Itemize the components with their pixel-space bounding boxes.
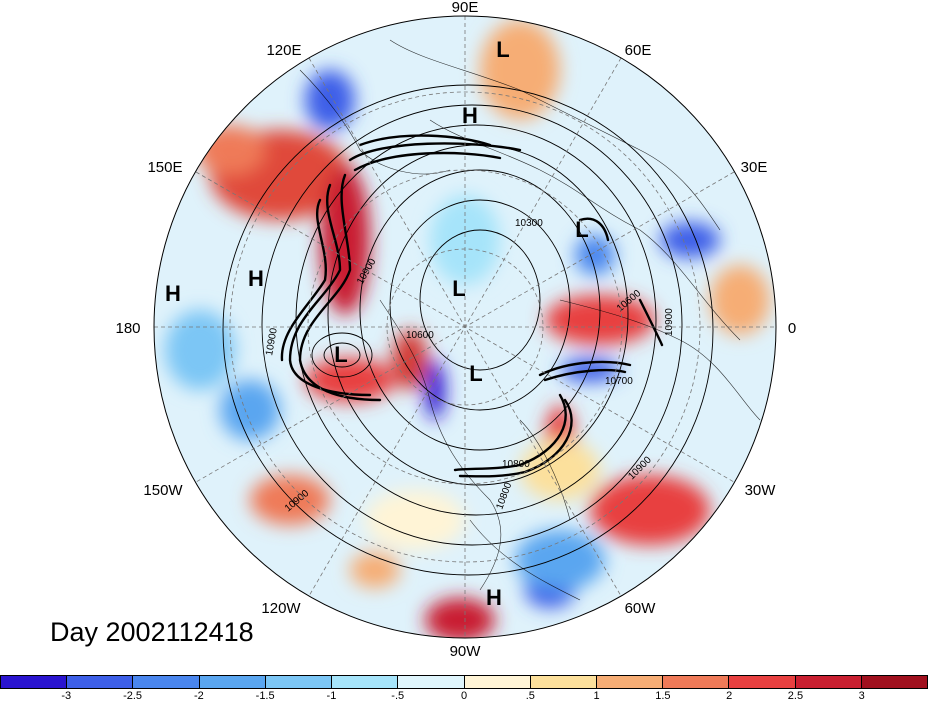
- high-center: H: [248, 266, 264, 291]
- colorbar-segment: [265, 676, 333, 688]
- high-center: H: [486, 585, 502, 610]
- height-contours: [222, 84, 714, 576]
- contour-label: 10600: [406, 330, 434, 341]
- colorbar-segment: [596, 676, 664, 688]
- colorbar-segment: [663, 676, 730, 688]
- colorbar: [0, 675, 928, 689]
- lon-label-180: 180: [115, 320, 140, 337]
- colorbar-segment: [199, 676, 266, 688]
- colorbar-tick-label: -2: [193, 690, 204, 702]
- colorbar-segment: [398, 676, 465, 688]
- colorbar-tick-label: 0: [460, 690, 468, 702]
- lon-label-60w: 60W: [625, 600, 657, 617]
- contour-label: 10900: [264, 327, 280, 357]
- colorbar-segment: [795, 676, 862, 688]
- day-title: Day 2002112418: [50, 617, 254, 647]
- pressure-center-labels: L H L L H H L L H: [165, 37, 589, 610]
- high-center: H: [165, 281, 181, 306]
- colorbar-segment: [729, 676, 796, 688]
- contour-label: 10300: [515, 218, 543, 229]
- colorbar-tick-label: -1.5: [255, 690, 275, 702]
- longitude-labels: 90E 60E 30E 0 30W 60W 90W 120W 150W 180 …: [115, 0, 796, 660]
- colorbar-segment: [530, 676, 597, 688]
- colorbar-segment: [332, 676, 399, 688]
- lon-label-30e: 30E: [741, 159, 768, 176]
- colorbar-tick-label: -1: [326, 690, 337, 702]
- lon-label-0: 0: [788, 320, 796, 337]
- lon-label-150w: 150W: [143, 482, 183, 499]
- lon-label-60e: 60E: [625, 42, 652, 59]
- colorbar-labels: -3 -2.5 -2 -1.5 -1 -.5 0 .5 1 1.5 2 2.5 3: [0, 690, 928, 702]
- lon-label-150e: 150E: [147, 159, 182, 176]
- low-center: L: [496, 37, 509, 62]
- contour-label: 10700: [605, 376, 633, 387]
- jet-contours: [280, 134, 664, 478]
- low-center: L: [469, 361, 482, 386]
- graticule: [154, 16, 776, 638]
- low-center: L: [334, 342, 347, 367]
- map-boundary: [153, 15, 777, 639]
- low-center: L: [575, 217, 588, 242]
- colorbar-tick-label: .5: [525, 690, 535, 702]
- colorbar-tick-label: 1.5: [655, 690, 671, 702]
- lon-label-90w: 90W: [450, 643, 482, 660]
- colorbar-tick-label: 3: [858, 690, 865, 702]
- colorbar-segment: [464, 676, 531, 688]
- high-center: H: [462, 103, 478, 128]
- low-center: L: [452, 276, 465, 301]
- colorbar-tick-label: 2.5: [787, 690, 804, 702]
- contour-label: 10800: [502, 459, 530, 470]
- colorbar-tick-label: 2: [726, 690, 733, 702]
- colorbar-tick-label: -3: [61, 690, 72, 702]
- colorbar-segment: [133, 676, 200, 688]
- lon-label-120e: 120E: [266, 42, 301, 59]
- colorbar-tick-label: 1: [593, 690, 600, 702]
- colorbar-segment: [861, 676, 928, 688]
- contour-label: 10900: [664, 308, 675, 336]
- colorbar-tick-label: -2.5: [123, 690, 143, 702]
- colorbar-segment: [1, 676, 68, 688]
- lon-label-30w: 30W: [745, 482, 777, 499]
- colorbar-segment: [67, 676, 134, 688]
- colorbar-tick-label: -.5: [391, 690, 405, 702]
- lon-label-120w: 120W: [261, 600, 301, 617]
- lon-label-90e: 90E: [452, 0, 479, 16]
